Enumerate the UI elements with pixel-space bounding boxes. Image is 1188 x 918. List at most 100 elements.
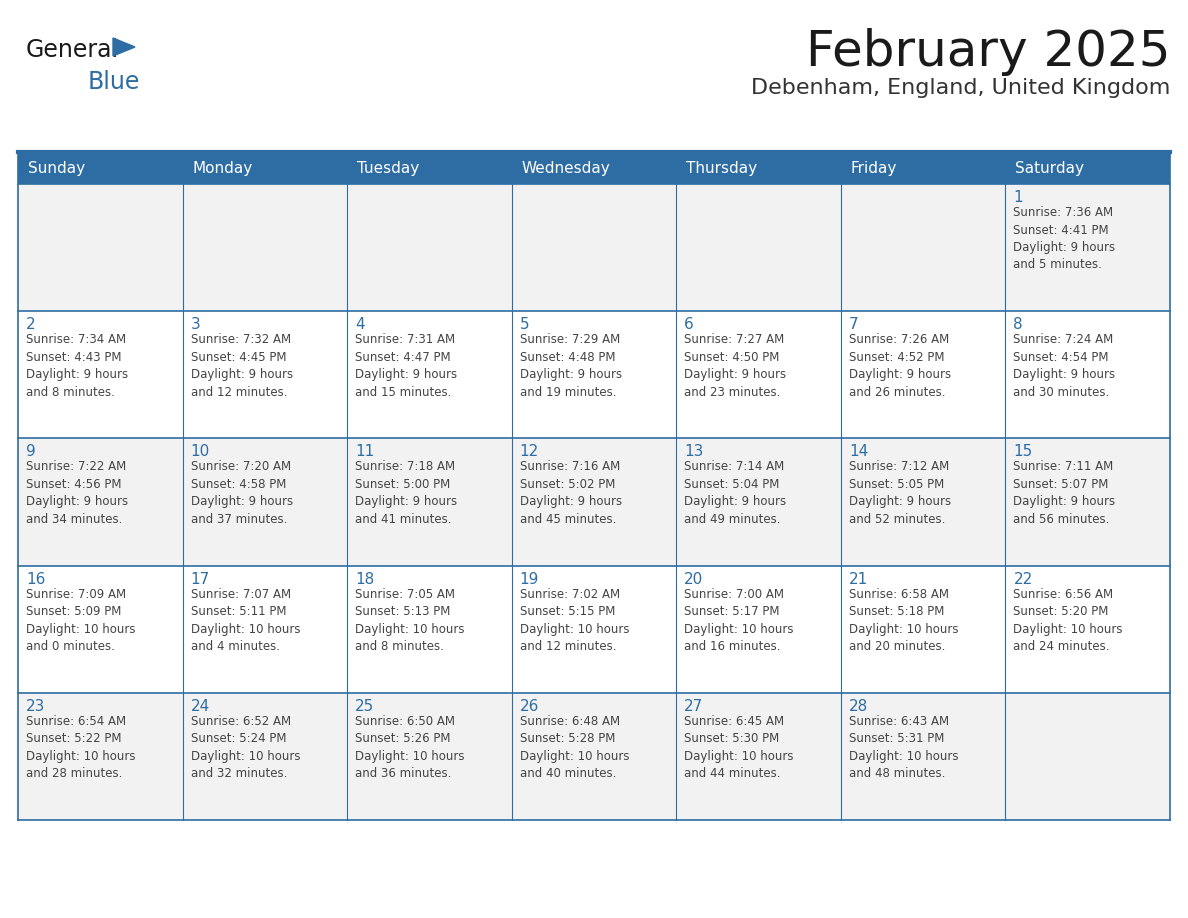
- Text: Sunrise: 7:09 AM
Sunset: 5:09 PM
Daylight: 10 hours
and 0 minutes.: Sunrise: 7:09 AM Sunset: 5:09 PM Dayligh…: [26, 588, 135, 653]
- Text: Sunrise: 7:34 AM
Sunset: 4:43 PM
Daylight: 9 hours
and 8 minutes.: Sunrise: 7:34 AM Sunset: 4:43 PM Dayligh…: [26, 333, 128, 398]
- Text: February 2025: February 2025: [805, 28, 1170, 76]
- Text: Sunrise: 6:58 AM
Sunset: 5:18 PM
Daylight: 10 hours
and 20 minutes.: Sunrise: 6:58 AM Sunset: 5:18 PM Dayligh…: [849, 588, 959, 653]
- Bar: [512, 565, 676, 693]
- Text: 2: 2: [26, 318, 36, 332]
- Text: Sunrise: 6:45 AM
Sunset: 5:30 PM
Daylight: 10 hours
and 44 minutes.: Sunrise: 6:45 AM Sunset: 5:30 PM Dayligh…: [684, 715, 794, 780]
- Text: 27: 27: [684, 699, 703, 714]
- Bar: [676, 439, 841, 565]
- Text: Sunrise: 6:50 AM
Sunset: 5:26 PM
Daylight: 10 hours
and 36 minutes.: Sunrise: 6:50 AM Sunset: 5:26 PM Dayligh…: [355, 715, 465, 780]
- Text: 24: 24: [190, 699, 210, 714]
- Text: 16: 16: [26, 572, 45, 587]
- Text: Sunrise: 7:29 AM
Sunset: 4:48 PM
Daylight: 9 hours
and 19 minutes.: Sunrise: 7:29 AM Sunset: 4:48 PM Dayligh…: [519, 333, 621, 398]
- Bar: [1005, 693, 1170, 820]
- Text: Sunrise: 7:18 AM
Sunset: 5:00 PM
Daylight: 9 hours
and 41 minutes.: Sunrise: 7:18 AM Sunset: 5:00 PM Dayligh…: [355, 461, 457, 526]
- Text: Sunrise: 7:31 AM
Sunset: 4:47 PM
Daylight: 9 hours
and 15 minutes.: Sunrise: 7:31 AM Sunset: 4:47 PM Dayligh…: [355, 333, 457, 398]
- Bar: [841, 439, 1005, 565]
- Text: 4: 4: [355, 318, 365, 332]
- Bar: [841, 184, 1005, 311]
- Bar: [841, 565, 1005, 693]
- Bar: [512, 693, 676, 820]
- Text: 6: 6: [684, 318, 694, 332]
- Text: Sunrise: 7:00 AM
Sunset: 5:17 PM
Daylight: 10 hours
and 16 minutes.: Sunrise: 7:00 AM Sunset: 5:17 PM Dayligh…: [684, 588, 794, 653]
- Bar: [18, 439, 183, 565]
- Bar: [1005, 565, 1170, 693]
- Bar: [676, 311, 841, 439]
- Text: 26: 26: [519, 699, 539, 714]
- Text: Sunrise: 7:36 AM
Sunset: 4:41 PM
Daylight: 9 hours
and 5 minutes.: Sunrise: 7:36 AM Sunset: 4:41 PM Dayligh…: [1013, 206, 1116, 272]
- Text: Sunrise: 7:16 AM
Sunset: 5:02 PM
Daylight: 9 hours
and 45 minutes.: Sunrise: 7:16 AM Sunset: 5:02 PM Dayligh…: [519, 461, 621, 526]
- Bar: [347, 565, 512, 693]
- Bar: [347, 311, 512, 439]
- Bar: [18, 693, 183, 820]
- Bar: [183, 184, 347, 311]
- Text: Sunrise: 6:56 AM
Sunset: 5:20 PM
Daylight: 10 hours
and 24 minutes.: Sunrise: 6:56 AM Sunset: 5:20 PM Dayligh…: [1013, 588, 1123, 653]
- Bar: [1005, 311, 1170, 439]
- Text: 9: 9: [26, 444, 36, 459]
- Text: 28: 28: [849, 699, 868, 714]
- Text: 13: 13: [684, 444, 703, 459]
- Text: Sunrise: 7:07 AM
Sunset: 5:11 PM
Daylight: 10 hours
and 4 minutes.: Sunrise: 7:07 AM Sunset: 5:11 PM Dayligh…: [190, 588, 301, 653]
- Text: Sunday: Sunday: [29, 161, 86, 175]
- Text: Sunrise: 7:14 AM
Sunset: 5:04 PM
Daylight: 9 hours
and 49 minutes.: Sunrise: 7:14 AM Sunset: 5:04 PM Dayligh…: [684, 461, 786, 526]
- Text: 8: 8: [1013, 318, 1023, 332]
- Text: 3: 3: [190, 318, 201, 332]
- Text: 18: 18: [355, 572, 374, 587]
- Text: 12: 12: [519, 444, 539, 459]
- Bar: [676, 184, 841, 311]
- Text: Sunrise: 7:27 AM
Sunset: 4:50 PM
Daylight: 9 hours
and 23 minutes.: Sunrise: 7:27 AM Sunset: 4:50 PM Dayligh…: [684, 333, 786, 398]
- Text: Sunrise: 6:54 AM
Sunset: 5:22 PM
Daylight: 10 hours
and 28 minutes.: Sunrise: 6:54 AM Sunset: 5:22 PM Dayligh…: [26, 715, 135, 780]
- Text: Sunrise: 6:48 AM
Sunset: 5:28 PM
Daylight: 10 hours
and 40 minutes.: Sunrise: 6:48 AM Sunset: 5:28 PM Dayligh…: [519, 715, 630, 780]
- Text: General: General: [26, 38, 119, 62]
- Text: Sunrise: 6:52 AM
Sunset: 5:24 PM
Daylight: 10 hours
and 32 minutes.: Sunrise: 6:52 AM Sunset: 5:24 PM Dayligh…: [190, 715, 301, 780]
- Bar: [183, 439, 347, 565]
- Text: Monday: Monday: [192, 161, 253, 175]
- Bar: [841, 693, 1005, 820]
- Text: 14: 14: [849, 444, 868, 459]
- Bar: [512, 184, 676, 311]
- Text: Wednesday: Wednesday: [522, 161, 611, 175]
- Text: Sunrise: 7:11 AM
Sunset: 5:07 PM
Daylight: 9 hours
and 56 minutes.: Sunrise: 7:11 AM Sunset: 5:07 PM Dayligh…: [1013, 461, 1116, 526]
- Text: Sunrise: 7:32 AM
Sunset: 4:45 PM
Daylight: 9 hours
and 12 minutes.: Sunrise: 7:32 AM Sunset: 4:45 PM Dayligh…: [190, 333, 292, 398]
- Text: Tuesday: Tuesday: [358, 161, 419, 175]
- Bar: [183, 311, 347, 439]
- Text: Sunrise: 7:22 AM
Sunset: 4:56 PM
Daylight: 9 hours
and 34 minutes.: Sunrise: 7:22 AM Sunset: 4:56 PM Dayligh…: [26, 461, 128, 526]
- Text: Sunrise: 7:05 AM
Sunset: 5:13 PM
Daylight: 10 hours
and 8 minutes.: Sunrise: 7:05 AM Sunset: 5:13 PM Dayligh…: [355, 588, 465, 653]
- Bar: [1005, 439, 1170, 565]
- Bar: [676, 565, 841, 693]
- Bar: [347, 439, 512, 565]
- Text: Sunrise: 7:12 AM
Sunset: 5:05 PM
Daylight: 9 hours
and 52 minutes.: Sunrise: 7:12 AM Sunset: 5:05 PM Dayligh…: [849, 461, 950, 526]
- Text: Blue: Blue: [88, 70, 140, 94]
- Text: 19: 19: [519, 572, 539, 587]
- Text: Sunrise: 7:20 AM
Sunset: 4:58 PM
Daylight: 9 hours
and 37 minutes.: Sunrise: 7:20 AM Sunset: 4:58 PM Dayligh…: [190, 461, 292, 526]
- Text: Sunrise: 6:43 AM
Sunset: 5:31 PM
Daylight: 10 hours
and 48 minutes.: Sunrise: 6:43 AM Sunset: 5:31 PM Dayligh…: [849, 715, 959, 780]
- Bar: [347, 184, 512, 311]
- Text: Sunrise: 7:02 AM
Sunset: 5:15 PM
Daylight: 10 hours
and 12 minutes.: Sunrise: 7:02 AM Sunset: 5:15 PM Dayligh…: [519, 588, 630, 653]
- Text: 7: 7: [849, 318, 859, 332]
- Bar: [183, 565, 347, 693]
- Text: Debenham, England, United Kingdom: Debenham, England, United Kingdom: [751, 78, 1170, 98]
- Text: 23: 23: [26, 699, 45, 714]
- Polygon shape: [113, 38, 135, 56]
- Text: Sunrise: 7:26 AM
Sunset: 4:52 PM
Daylight: 9 hours
and 26 minutes.: Sunrise: 7:26 AM Sunset: 4:52 PM Dayligh…: [849, 333, 950, 398]
- Text: 17: 17: [190, 572, 210, 587]
- Bar: [18, 565, 183, 693]
- Bar: [512, 439, 676, 565]
- Text: Saturday: Saturday: [1016, 161, 1085, 175]
- Text: Sunrise: 7:24 AM
Sunset: 4:54 PM
Daylight: 9 hours
and 30 minutes.: Sunrise: 7:24 AM Sunset: 4:54 PM Dayligh…: [1013, 333, 1116, 398]
- Text: 25: 25: [355, 699, 374, 714]
- Bar: [18, 184, 183, 311]
- Bar: [512, 311, 676, 439]
- Text: Friday: Friday: [851, 161, 897, 175]
- Bar: [18, 311, 183, 439]
- Bar: [18, 152, 1170, 184]
- Text: 11: 11: [355, 444, 374, 459]
- Text: Thursday: Thursday: [687, 161, 758, 175]
- Bar: [1005, 184, 1170, 311]
- Bar: [183, 693, 347, 820]
- Text: 15: 15: [1013, 444, 1032, 459]
- Text: 21: 21: [849, 572, 868, 587]
- Bar: [676, 693, 841, 820]
- Text: 22: 22: [1013, 572, 1032, 587]
- Text: 1: 1: [1013, 190, 1023, 205]
- Text: 10: 10: [190, 444, 210, 459]
